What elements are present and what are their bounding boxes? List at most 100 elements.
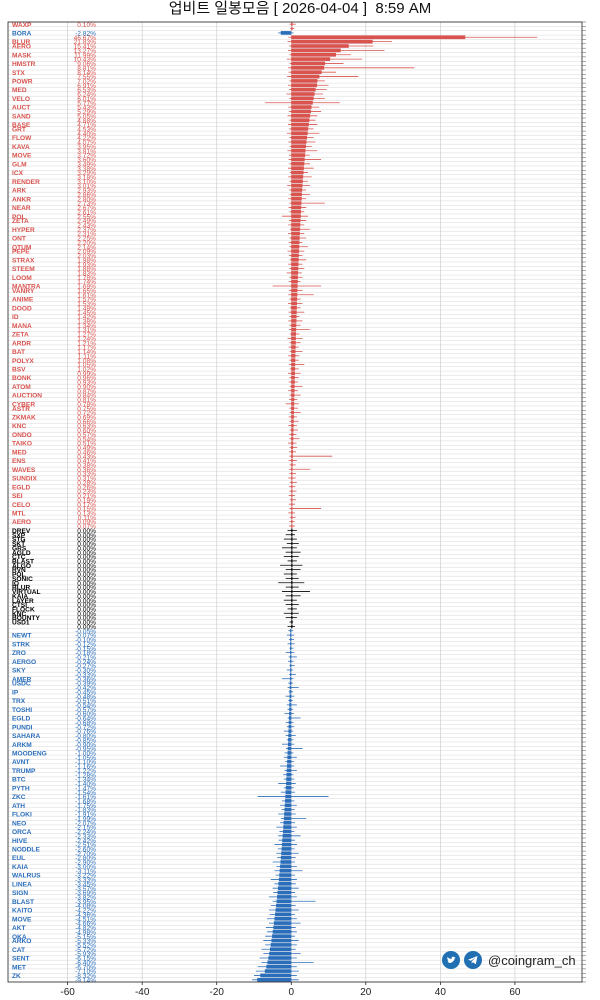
percent-label: 8.81% [77, 65, 96, 72]
coin-label: SONIC [12, 576, 33, 583]
coin-label: TAIKO [12, 441, 32, 448]
bar [274, 916, 292, 921]
percent-label: 1.24% [77, 336, 96, 343]
percent-label: 3.49% [77, 161, 96, 168]
chart-title: 업비트 일봉모음 [ 2026-04-04 ] 8:59 AM [168, 0, 432, 17]
bar [291, 192, 302, 197]
percent-label: -3.00% [75, 864, 96, 871]
percent-label: 0.17% [77, 502, 96, 509]
percent-label: 0.00% [77, 598, 96, 605]
x-tick-label: -40 [135, 987, 150, 998]
bar [291, 74, 320, 79]
coin-label: AERO [12, 44, 31, 51]
percent-label: 7.02% [77, 79, 96, 86]
x-tick-label: -20 [210, 987, 225, 998]
percent-label: 1.53% [77, 301, 96, 308]
bar [281, 847, 292, 851]
coin-label: ALGO [12, 563, 31, 570]
percent-label: 10.43% [74, 57, 97, 64]
percent-label: -1.34% [75, 777, 96, 784]
percent-label: -0.90% [75, 742, 96, 749]
percent-label: 0.19% [77, 497, 96, 504]
bar [291, 240, 300, 245]
bar [278, 877, 292, 882]
bar [283, 820, 292, 825]
bar [286, 768, 292, 773]
bar [269, 947, 292, 952]
coin-label: ANKR [12, 196, 31, 203]
coin-label: AERO [12, 519, 31, 526]
bar [279, 868, 292, 873]
percent-label: 0.00% [77, 611, 96, 618]
bar [289, 689, 292, 694]
coin-label: WALRUS [12, 873, 41, 880]
bar [291, 153, 306, 157]
bar [291, 602, 293, 607]
bar [291, 576, 293, 581]
percent-label: 4.22% [77, 135, 96, 142]
percent-label: -0.95% [75, 746, 96, 753]
percent-label: 5.43% [77, 105, 96, 112]
bar [291, 297, 298, 301]
bar [286, 764, 292, 768]
bar [280, 855, 292, 860]
bar [291, 345, 296, 349]
bar [288, 737, 292, 742]
bar [291, 593, 293, 598]
bar [291, 52, 336, 57]
percent-label: -1.68% [75, 799, 96, 806]
bar [291, 183, 303, 188]
bar [286, 772, 292, 777]
percent-label: 0.00% [77, 624, 96, 631]
coin-label: KNC [12, 423, 27, 430]
percent-label: 6.91% [77, 83, 96, 90]
percent-label: 1.11% [78, 353, 96, 360]
bar [291, 532, 293, 537]
coin-label: MTL [12, 511, 26, 518]
coin-label: VELO [12, 96, 30, 103]
coin-label: KAITO [12, 908, 32, 915]
percent-label: 2.25% [77, 236, 96, 243]
percent-label: -0.33% [75, 672, 96, 679]
bar [272, 934, 292, 939]
bar [291, 135, 308, 140]
coin-label: NEO [12, 820, 26, 827]
coin-label: KNC [12, 611, 27, 618]
bar [291, 445, 294, 450]
bar [267, 960, 292, 965]
percent-label: 0.00% [77, 567, 96, 574]
percent-label: 2.93% [77, 188, 96, 195]
percent-label: -2.80% [75, 855, 96, 862]
percent-label: 0.13% [77, 511, 96, 518]
bar [291, 620, 293, 624]
bar [281, 842, 292, 847]
percent-label: -1.05% [75, 755, 96, 762]
percent-label: 1.05% [77, 362, 96, 369]
bar [282, 838, 292, 843]
percent-label: -5.15% [75, 934, 96, 941]
x-tick-label: 0 [288, 987, 294, 998]
percent-label: 1.14% [77, 349, 96, 356]
coin-label: SAHARA [12, 733, 40, 740]
percent-label: 0.00% [77, 607, 96, 614]
percent-label: -1.28% [75, 772, 96, 779]
bar [285, 785, 292, 790]
bar [291, 127, 309, 131]
coin-label: LINEA [12, 881, 32, 888]
bar [278, 881, 292, 886]
percent-label: 2.31% [77, 231, 96, 238]
percent-label: 2.03% [77, 253, 96, 260]
bar [291, 537, 293, 541]
percent-label: -5.72% [75, 947, 96, 954]
bar [291, 301, 297, 306]
coin-label: NODDLE [12, 847, 40, 854]
percent-label: 1.93% [77, 262, 96, 269]
bar [291, 131, 308, 136]
bar [291, 340, 296, 345]
bar [288, 729, 292, 733]
percent-label: 0.43% [77, 454, 96, 461]
percent-label: 0.63% [77, 423, 96, 430]
coin-label: QTUM [12, 244, 32, 251]
percent-label: -2.60% [75, 847, 96, 854]
percent-label: 1.57% [77, 297, 96, 304]
